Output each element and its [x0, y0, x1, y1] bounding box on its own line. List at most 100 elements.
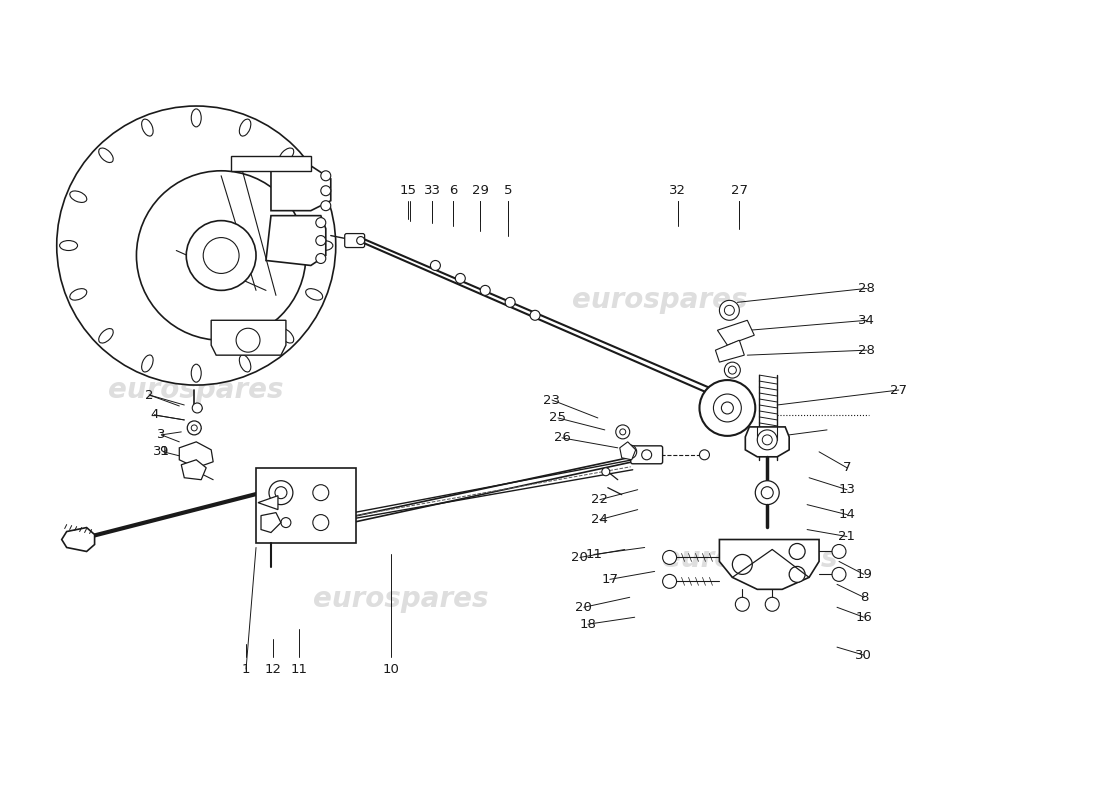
- Circle shape: [316, 254, 326, 263]
- Circle shape: [316, 235, 326, 246]
- Circle shape: [57, 106, 336, 385]
- Circle shape: [136, 170, 306, 340]
- Polygon shape: [271, 166, 331, 210]
- Text: 14: 14: [838, 508, 856, 521]
- Text: 29: 29: [472, 184, 488, 198]
- Circle shape: [736, 598, 749, 611]
- Circle shape: [275, 486, 287, 498]
- Text: 34: 34: [858, 314, 876, 326]
- Ellipse shape: [142, 119, 153, 136]
- FancyBboxPatch shape: [344, 234, 364, 247]
- Text: 33: 33: [424, 184, 441, 198]
- Circle shape: [623, 445, 637, 458]
- Text: 8: 8: [860, 591, 868, 604]
- Polygon shape: [717, 320, 755, 345]
- Circle shape: [832, 545, 846, 558]
- Circle shape: [733, 554, 752, 574]
- Polygon shape: [746, 427, 789, 457]
- Circle shape: [280, 518, 290, 527]
- Text: 9: 9: [160, 446, 167, 458]
- Text: 10: 10: [382, 662, 399, 675]
- Circle shape: [602, 468, 609, 476]
- Circle shape: [757, 430, 778, 450]
- Ellipse shape: [99, 148, 113, 162]
- Text: 19: 19: [856, 568, 872, 581]
- Text: 3: 3: [157, 428, 166, 442]
- Text: 5: 5: [504, 184, 513, 198]
- Text: 28: 28: [858, 344, 876, 357]
- Polygon shape: [182, 460, 206, 480]
- Polygon shape: [261, 513, 280, 533]
- Ellipse shape: [279, 148, 294, 162]
- Circle shape: [700, 450, 710, 460]
- Text: 16: 16: [856, 610, 872, 624]
- Ellipse shape: [306, 289, 322, 300]
- Text: eurospares: eurospares: [312, 586, 488, 614]
- Circle shape: [762, 435, 772, 445]
- Circle shape: [481, 286, 491, 295]
- FancyBboxPatch shape: [256, 468, 355, 542]
- Circle shape: [192, 403, 202, 413]
- Circle shape: [455, 274, 465, 283]
- Text: 4: 4: [151, 409, 158, 422]
- Circle shape: [714, 394, 741, 422]
- Text: eurospares: eurospares: [109, 376, 284, 404]
- Ellipse shape: [69, 289, 87, 300]
- Polygon shape: [231, 156, 311, 170]
- FancyBboxPatch shape: [630, 446, 662, 464]
- Circle shape: [321, 186, 331, 196]
- Text: eurospares: eurospares: [661, 546, 837, 574]
- Circle shape: [236, 328, 260, 352]
- Circle shape: [356, 237, 364, 245]
- Text: 26: 26: [553, 431, 571, 444]
- Text: 17: 17: [602, 573, 618, 586]
- Ellipse shape: [59, 241, 77, 250]
- Circle shape: [832, 567, 846, 582]
- Text: 13: 13: [838, 483, 856, 496]
- Circle shape: [351, 235, 361, 246]
- Polygon shape: [179, 442, 213, 468]
- Circle shape: [662, 550, 676, 565]
- Ellipse shape: [315, 241, 333, 250]
- Circle shape: [725, 306, 735, 315]
- Text: 22: 22: [592, 493, 608, 506]
- Circle shape: [719, 300, 739, 320]
- Text: 27: 27: [730, 184, 748, 198]
- Ellipse shape: [69, 191, 87, 202]
- Polygon shape: [258, 496, 278, 510]
- Ellipse shape: [191, 109, 201, 127]
- Circle shape: [530, 310, 540, 320]
- Text: 28: 28: [858, 282, 876, 295]
- Circle shape: [191, 425, 197, 431]
- Circle shape: [700, 380, 756, 436]
- Polygon shape: [211, 320, 286, 355]
- Circle shape: [761, 486, 773, 498]
- Polygon shape: [719, 539, 820, 590]
- Circle shape: [430, 261, 440, 270]
- Polygon shape: [619, 442, 636, 460]
- Circle shape: [316, 218, 326, 228]
- Text: 18: 18: [580, 618, 596, 630]
- Ellipse shape: [240, 355, 251, 372]
- Circle shape: [616, 425, 629, 439]
- Text: eurospares: eurospares: [572, 286, 747, 314]
- Text: 24: 24: [592, 513, 608, 526]
- Ellipse shape: [191, 364, 201, 382]
- Circle shape: [505, 298, 515, 307]
- Polygon shape: [715, 340, 745, 362]
- Text: 23: 23: [543, 394, 561, 406]
- Text: 31: 31: [153, 446, 169, 458]
- Circle shape: [321, 201, 331, 210]
- Circle shape: [186, 221, 256, 290]
- Text: 30: 30: [856, 649, 872, 662]
- Circle shape: [756, 481, 779, 505]
- Text: 15: 15: [400, 184, 417, 198]
- Circle shape: [728, 366, 736, 374]
- Circle shape: [641, 450, 651, 460]
- Circle shape: [725, 362, 740, 378]
- Circle shape: [766, 598, 779, 611]
- Ellipse shape: [240, 119, 251, 136]
- Text: 32: 32: [669, 184, 686, 198]
- Circle shape: [312, 485, 329, 501]
- Ellipse shape: [279, 329, 294, 343]
